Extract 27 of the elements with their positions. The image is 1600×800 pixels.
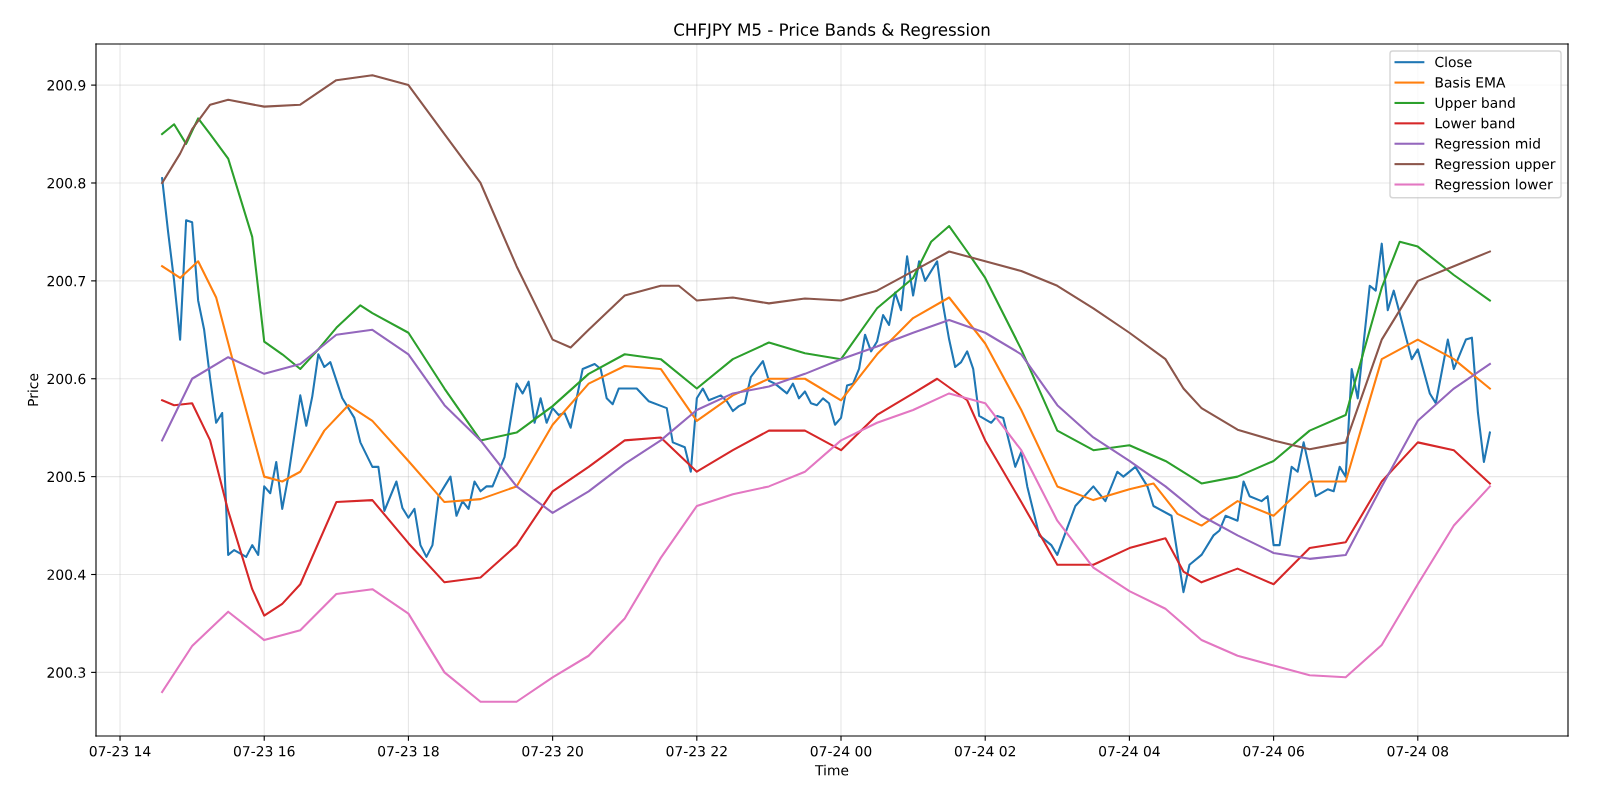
x-tick-label: 07-24 00	[810, 745, 872, 757]
legend-label: Regression mid	[1435, 138, 1540, 152]
x-tick-label: 07-23 18	[378, 745, 439, 757]
legend-label: Regression upper	[1435, 158, 1556, 172]
legend-label: Basis EMA	[1435, 76, 1506, 88]
x-tick-label: 07-23 20	[522, 745, 583, 757]
y-tick-label: 200.4	[47, 569, 86, 580]
y-axis-title: Price	[27, 373, 39, 406]
x-tick-label: 07-24 08	[1387, 745, 1449, 757]
y-tick-label: 200.5	[47, 471, 86, 483]
x-tick-label: 07-24 06	[1243, 745, 1304, 757]
x-tick-label: 07-24 02	[954, 745, 1016, 757]
legend-label: Close	[1435, 56, 1472, 68]
y-tick-label: 200.7	[47, 275, 86, 287]
legend-label: Upper band	[1435, 97, 1515, 111]
legend-label: Lower band	[1435, 117, 1515, 129]
y-tick-label: 200.9	[47, 80, 86, 91]
x-axis-title: Time	[814, 764, 849, 776]
x-tick-label: 07-23 22	[666, 745, 727, 757]
y-tick-label: 200.6	[47, 373, 86, 385]
x-tick-label: 07-24 04	[1099, 745, 1160, 757]
x-tick-label: 07-23 14	[89, 745, 151, 757]
legend-label: Regression lower	[1435, 178, 1553, 193]
y-tick-label: 200.8	[47, 177, 86, 189]
x-tick-label: 07-23 16	[233, 745, 295, 757]
y-tick-label: 200.3	[47, 667, 86, 678]
chart-title: CHFJPY M5 - Price Bands & Regression	[674, 23, 990, 40]
